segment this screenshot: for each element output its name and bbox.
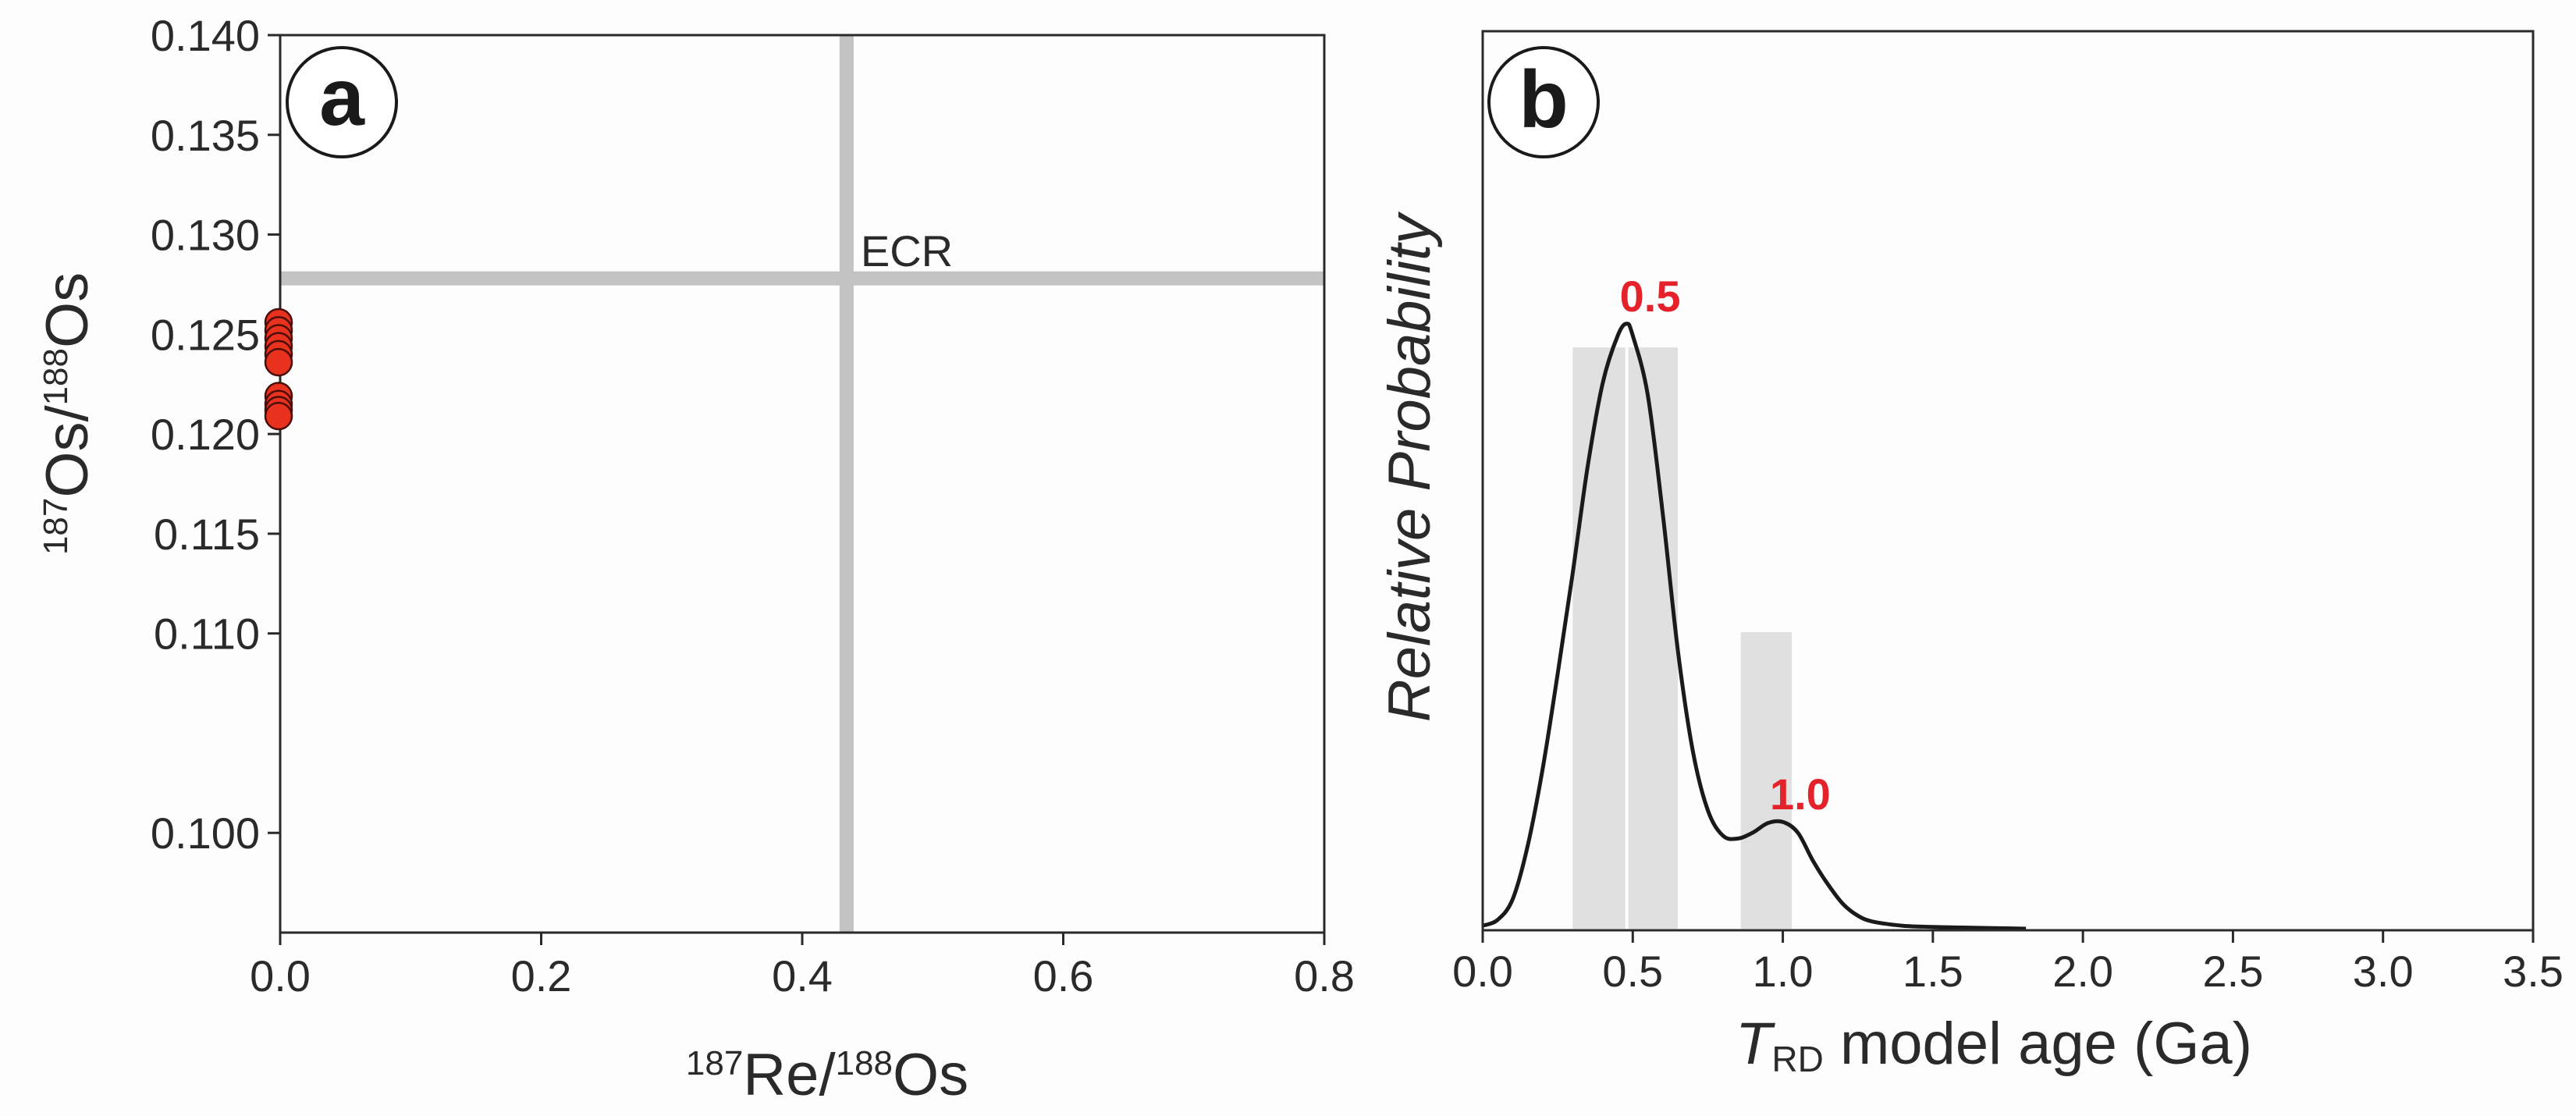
b-plot-frame [1481, 30, 2535, 932]
a-y-tick-label: 0.140 [151, 11, 260, 60]
b-probability-curve [1482, 322, 2027, 931]
a-xlabel-main1: Re/ [743, 1042, 836, 1108]
a-x-tick-label: 0.8 [1294, 951, 1355, 1000]
a-reference-lines [280, 35, 1324, 933]
b-x-tick-label: 3.5 [2503, 947, 2564, 996]
b-bar-2 [1740, 632, 1793, 929]
a-ylabel-sup2: 188 [37, 348, 75, 405]
a-plot-frame [279, 34, 1326, 934]
a-y-tick-label: 0.125 [151, 310, 260, 359]
b-x-tick-label: 0.0 [1452, 947, 1513, 996]
a-xlabel-sup1: 187 [686, 1044, 743, 1082]
a-x-tick-label: 0.6 [1033, 951, 1094, 1000]
ecr-label: ECR [861, 226, 953, 275]
a-x-tick-label: 0.4 [772, 951, 833, 1000]
panel-b-label: b [1519, 55, 1569, 145]
a-y-tick-label: 0.100 [151, 809, 260, 858]
panel-b: 0.0 0.5 1.0 1.5 2.0 2.5 3.0 3.5 0.5 1.0 b Relati… [1377, 30, 2564, 1079]
a-y-tick-label: 0.130 [151, 211, 260, 260]
a-y-axis-label: 187Os/188Os [34, 272, 101, 555]
b-xlabel-rest: model age (Ga) [1824, 1011, 2252, 1077]
a-y-tick-label: 0.110 [154, 610, 260, 659]
a-y-tick-label: 0.120 [151, 410, 260, 459]
b-peak-label-2: 1.0 [1770, 769, 1831, 819]
b-x-tick-label: 2.0 [2052, 947, 2113, 996]
panel-a-label: a [319, 52, 365, 143]
a-x-tick-label: 0.0 [250, 951, 311, 1000]
a-points [264, 307, 293, 431]
panel-a-badge [286, 46, 398, 158]
b-x-tick-label: 1.5 [1903, 947, 1963, 996]
a-y-tick-label: 0.135 [151, 111, 260, 160]
b-x-tick-label: 3.0 [2353, 947, 2414, 996]
b-curve [1482, 322, 2027, 931]
b-x-axis-label: TRD model age (Ga) [1736, 1011, 2252, 1079]
b-x-ticks: 0.0 0.5 1.0 1.5 2.0 2.5 3.0 3.5 [1452, 930, 2564, 996]
a-data-point [264, 347, 293, 377]
b-peak-labels: 0.5 1.0 [1620, 272, 1831, 819]
a-x-axis-label: 187Re/188Os [686, 1042, 968, 1108]
a-ylabel-main1: Os/ [34, 405, 101, 498]
a-ylabel-sup1: 187 [37, 498, 75, 555]
a-xlabel-sup2: 188 [836, 1044, 893, 1082]
panel-a: 0.0 0.2 0.4 0.6 0.8 0.100 0.110 0.115 0.120 0.12… [34, 11, 1355, 1108]
a-data-point [264, 401, 293, 431]
a-ylabel-main2: Os [34, 272, 101, 348]
b-y-axis-label: Relative Probability [1377, 211, 1443, 723]
panel-b-badge [1487, 46, 1600, 158]
b-peak-label-1: 0.5 [1620, 272, 1681, 321]
b-bars [1572, 347, 1793, 929]
a-y-ticks: 0.100 0.110 0.115 0.120 0.125 0.130 0.135 0.140 [151, 11, 280, 858]
a-y-tick-label: 0.115 [154, 510, 260, 559]
a-x-ticks: 0.0 0.2 0.4 0.6 0.8 [250, 933, 1355, 1000]
b-x-tick-label: 0.5 [1602, 947, 1663, 996]
b-x-tick-label: 2.5 [2202, 947, 2263, 996]
b-xlabel-t: T [1736, 1011, 1775, 1077]
b-x-tick-label: 1.0 [1753, 947, 1814, 996]
a-x-tick-label: 0.2 [511, 951, 572, 1000]
b-xlabel-sub: RD [1771, 1039, 1823, 1079]
a-xlabel-main2: Os [893, 1042, 968, 1108]
